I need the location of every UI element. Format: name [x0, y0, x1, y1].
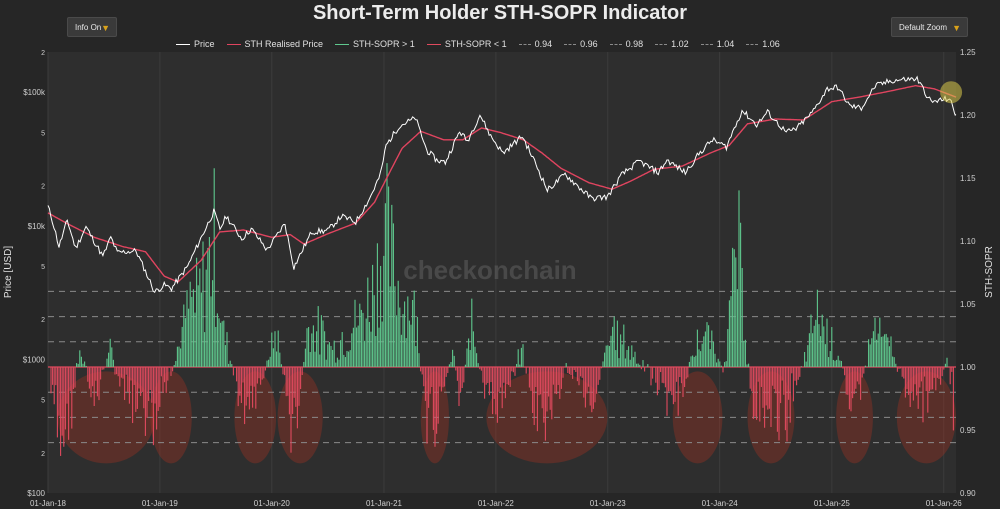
legend-item-level[interactable]: 1.02: [655, 39, 689, 49]
y-right-tick-label: 1.25: [960, 48, 976, 57]
legend-item-price[interactable]: Price: [176, 39, 215, 49]
legend-swatch-price: [176, 43, 190, 45]
legend-label-level: 1.02: [671, 39, 689, 49]
y-right-tick-label: 1.05: [960, 300, 976, 309]
price-line: [47, 75, 957, 293]
info-toggle-button[interactable]: Info On ▼: [67, 17, 117, 37]
legend-label-sopr-up: STH-SOPR > 1: [353, 39, 415, 49]
y-right-tick-label: 1.15: [960, 174, 976, 183]
sopr-series: [50, 163, 954, 456]
y-left-tick-label: 5: [41, 264, 45, 271]
legend-item-level[interactable]: 0.96: [564, 39, 598, 49]
y-left-tick-label: $100: [27, 489, 45, 498]
legend-swatch-sopr-up: [335, 43, 350, 45]
watermark: checkonchain: [403, 255, 576, 285]
x-tick-label: 01-Jan-21: [366, 499, 403, 508]
x-tick-label: 01-Jan-26: [926, 499, 963, 508]
legend-item-sopr-up[interactable]: STH-SOPR > 1: [335, 39, 415, 49]
y-right-tick-label: 1.20: [960, 111, 976, 120]
legend-swatch-level: [655, 43, 668, 45]
chart-legend: Price STH Realised Price STH-SOPR > 1 ST…: [176, 37, 792, 51]
legend-label-sopr-down: STH-SOPR < 1: [444, 39, 507, 49]
y-right-tick-label: 1.10: [960, 237, 976, 246]
zoom-select-button[interactable]: Default Zoom ▼: [891, 17, 968, 37]
x-tick-label: 01-Jan-19: [142, 499, 179, 508]
highlight-ellipse: [896, 371, 956, 464]
zoom-select-label: Default Zoom: [899, 23, 948, 32]
legend-label-level: 0.94: [534, 39, 553, 49]
legend-label-realised: STH Realised Price: [244, 39, 324, 49]
legend-item-realised[interactable]: STH Realised Price: [226, 39, 324, 49]
x-tick-label: 01-Jan-23: [590, 499, 627, 508]
x-tick-label: 01-Jan-20: [254, 499, 291, 508]
chevron-down-icon: ▼: [101, 23, 110, 33]
legend-item-sopr-down[interactable]: STH-SOPR < 1: [426, 39, 507, 49]
legend-swatch-sopr-down: [426, 43, 441, 45]
y-left-tick-label: 5: [41, 398, 45, 405]
legend-label-level: 1.06: [762, 39, 780, 49]
y-left-tick-label: 2: [41, 317, 45, 324]
legend-swatch-level: [746, 43, 759, 45]
y-left-tick-label: $10k: [28, 222, 46, 231]
legend-item-level[interactable]: 0.94: [518, 39, 553, 49]
legend-item-level[interactable]: 1.04: [700, 39, 735, 49]
x-tick-label: 01-Jan-25: [814, 499, 851, 508]
x-tick-label: 01-Jan-18: [30, 499, 67, 508]
info-toggle-label: Info On: [75, 23, 102, 32]
legend-swatch-level: [564, 43, 577, 45]
legend-swatch-level: [609, 43, 622, 45]
latest-marker: [940, 81, 963, 104]
x-tick-label: 01-Jan-22: [478, 499, 515, 508]
y-left-tick-label: 5: [41, 130, 45, 137]
legend-label-level: 1.04: [716, 39, 735, 49]
legend-swatch-level: [518, 43, 531, 45]
y-right-axis-label: STH-SOPR: [984, 246, 995, 298]
y-right-tick-label: 0.90: [960, 489, 976, 498]
y-left-tick-label: 2: [41, 184, 45, 191]
y-right-tick-label: 1.00: [960, 363, 976, 372]
x-tick-label: 01-Jan-24: [702, 499, 739, 508]
legend-swatch-realised: [226, 43, 241, 45]
legend-label-level: 0.98: [625, 39, 644, 49]
legend-item-level[interactable]: 0.98: [609, 39, 644, 49]
y-left-axis-label: Price [USD]: [3, 246, 14, 298]
y-left-tick-label: $1000: [23, 355, 46, 364]
legend-label-price: Price: [194, 39, 215, 49]
legend-label-level: 0.96: [580, 39, 598, 49]
legend-item-level[interactable]: 1.06: [746, 39, 780, 49]
y-left-tick-label: 2: [41, 451, 45, 458]
chevron-down-icon: ▼: [952, 23, 961, 33]
y-left-tick-label: 2: [41, 50, 45, 57]
chart-title: Short-Term Holder STH-SOPR Indicator: [312, 2, 688, 24]
y-right-tick-label: 0.95: [960, 426, 976, 435]
legend-swatch-level: [700, 43, 713, 45]
y-left-tick-label: $100k: [23, 88, 46, 97]
realised-price-line: [47, 84, 957, 283]
